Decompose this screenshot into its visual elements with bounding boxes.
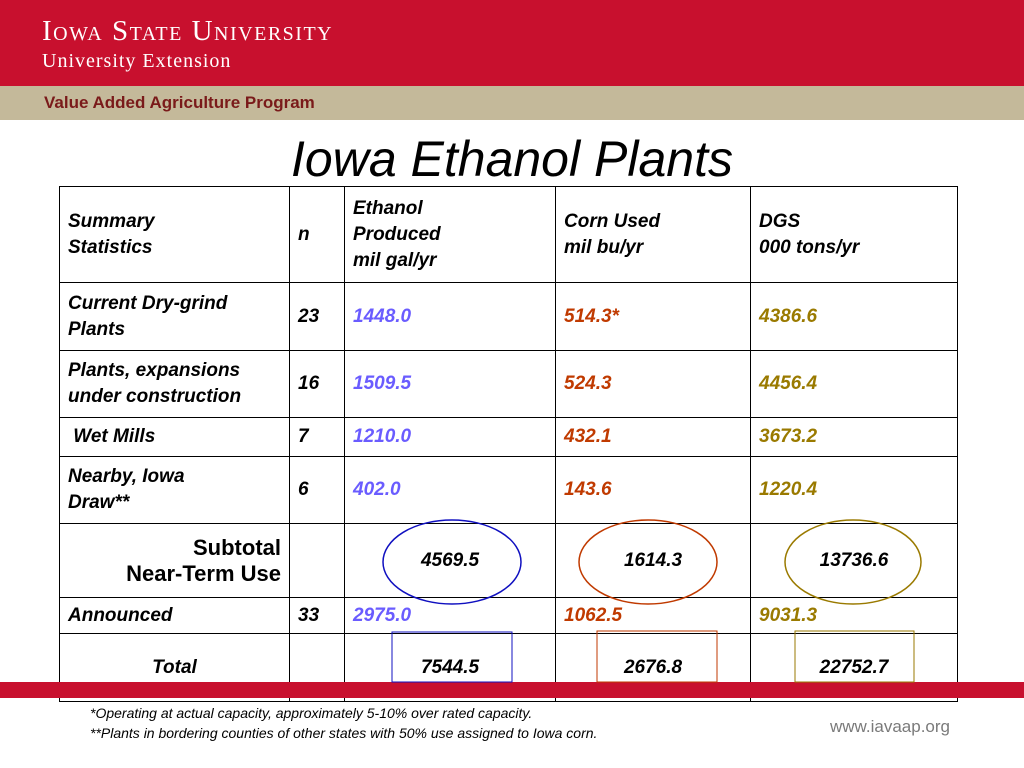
subtotal-ethanol: 4569.5: [344, 523, 556, 598]
header-ethanol-produced: Ethanol Produced mil gal/yr: [344, 186, 556, 283]
row-ethanol: 1509.5: [344, 350, 556, 418]
header-banner: [0, 0, 1024, 86]
table-header-row: Summary Statistics n Ethanol Produced mil g…: [59, 186, 958, 283]
row-dgs: 4386.6: [750, 282, 958, 351]
row-label: Plants, expansions under construction: [59, 350, 290, 418]
row-label: Current Dry-grind Plants: [59, 282, 290, 351]
row-n: 6: [289, 456, 345, 524]
row-n: 7: [289, 417, 345, 457]
row-corn: 432.1: [555, 417, 751, 457]
row-corn: 524.3: [555, 350, 751, 418]
bottom-stripe: [0, 682, 1024, 698]
table-row: Current Dry-grind Plants 23 1448.0 514.3*…: [59, 282, 958, 351]
row-corn: 143.6: [555, 456, 751, 524]
announced-n: 33: [289, 597, 345, 634]
program-name: Value Added Agriculture Program: [44, 93, 315, 112]
website-url: www.iavaap.org: [830, 717, 951, 736]
university-name: Iowa State University: [42, 15, 334, 47]
announced-row: Announced 33 2975.0 1062.5 9031.3: [59, 597, 958, 634]
row-dgs: 3673.2: [750, 417, 958, 457]
table-row: Plants, expansions under construction 16 …: [59, 350, 958, 418]
row-n: 16: [289, 350, 345, 418]
page-title: Iowa Ethanol Plants: [291, 131, 733, 187]
announced-label: Announced: [59, 597, 290, 634]
header-corn-used: Corn Used mil bu/yr: [555, 186, 751, 283]
program-banner: [0, 86, 1024, 120]
row-n: 23: [289, 282, 345, 351]
row-ethanol: 1210.0: [344, 417, 556, 457]
subtotal-corn: 1614.3: [555, 523, 751, 598]
row-ethanol: 402.0: [344, 456, 556, 524]
row-dgs: 4456.4: [750, 350, 958, 418]
announced-dgs: 9031.3: [750, 597, 958, 634]
university-extension: University Extension: [42, 50, 232, 72]
announced-ethanol: 2975.0: [344, 597, 556, 634]
subtotal-row: Subtotal Near-Term Use 4569.5 1614.3 1373…: [59, 523, 958, 598]
subtotal-dgs: 13736.6: [750, 523, 958, 598]
row-ethanol: 1448.0: [344, 282, 556, 351]
header-n: n: [289, 186, 345, 283]
row-dgs: 1220.4: [750, 456, 958, 524]
footnote-capacity: *Operating at actual capacity, approxima…: [90, 705, 533, 721]
table-row: Nearby, Iowa Draw** 6 402.0 143.6 1220.4: [59, 456, 958, 524]
footnote-nearby: **Plants in bordering counties of other …: [90, 725, 598, 741]
header-summary-statistics: Summary Statistics: [59, 186, 290, 283]
ethanol-plants-table: Summary Statistics n Ethanol Produced mil g…: [59, 186, 958, 702]
announced-corn: 1062.5: [555, 597, 751, 634]
row-label: Wet Mills: [59, 417, 290, 457]
table-row: Wet Mills 7 1210.0 432.1 3673.2: [59, 417, 958, 457]
header-dgs: DGS 000 tons/yr: [750, 186, 958, 283]
row-label: Nearby, Iowa Draw**: [59, 456, 290, 524]
subtotal-label: Subtotal Near-Term Use: [59, 523, 290, 598]
row-corn: 514.3*: [555, 282, 751, 351]
subtotal-n: [289, 523, 345, 598]
